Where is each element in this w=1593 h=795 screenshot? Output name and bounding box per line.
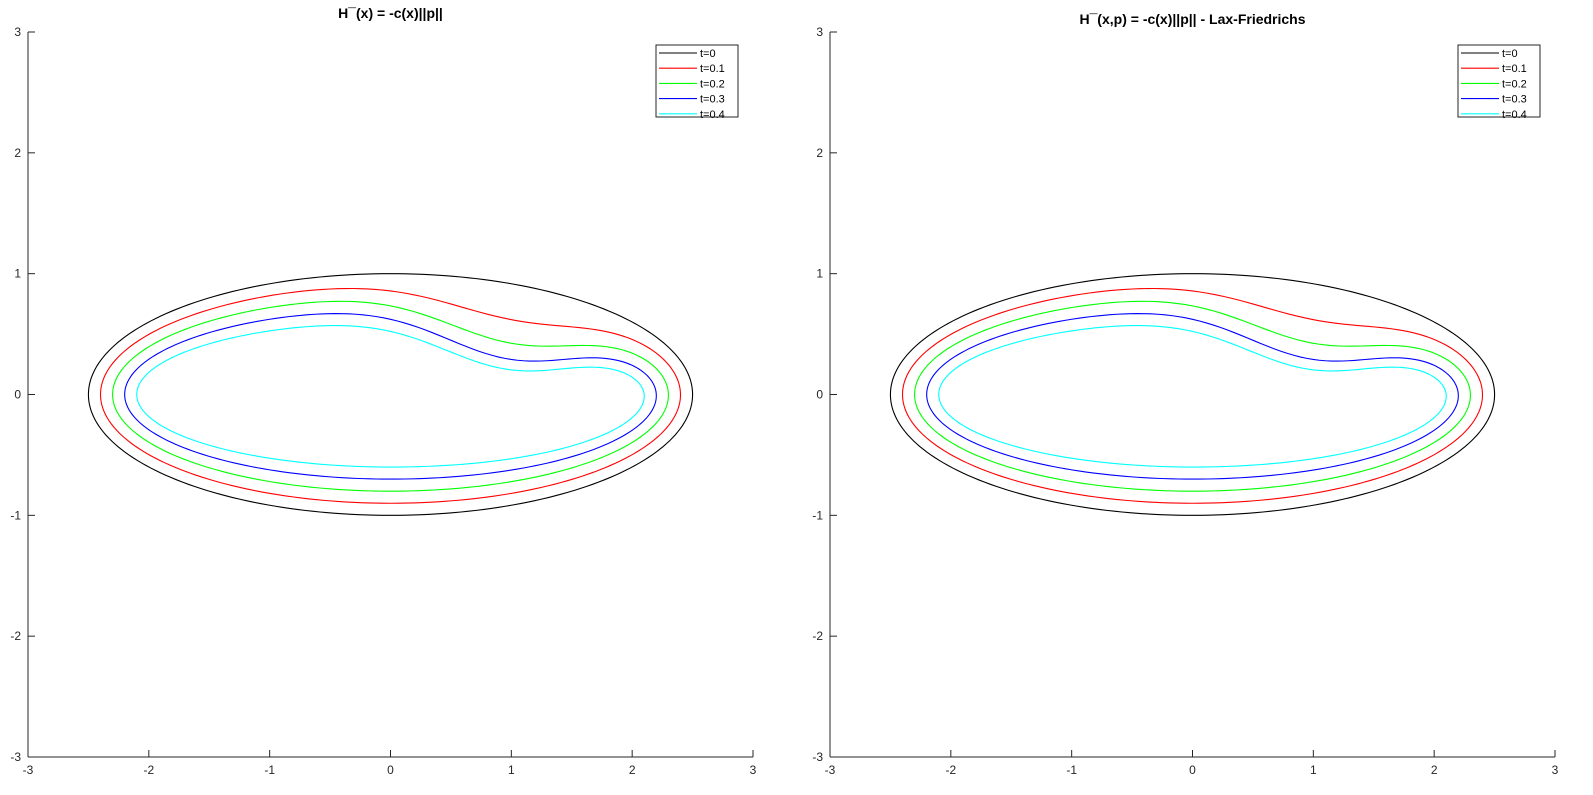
y-tick-label: -3 <box>812 750 823 764</box>
legend-entry: t=0 <box>1502 48 1518 60</box>
x-tick-label: -1 <box>264 763 275 777</box>
y-tick-label: 3 <box>14 25 21 39</box>
chart-panel-1: -3 -2 -1 0 1 2 3 -3 -2 -1 0 1 2 3 H¯(x) = -c(x)||p|| t=… <box>10 5 756 777</box>
y-tick-label: 0 <box>14 388 21 402</box>
x-tick-label: 2 <box>1431 763 1438 777</box>
legend-box <box>655 44 739 118</box>
legend-box <box>1457 44 1541 118</box>
y-tick-label: 0 <box>816 388 823 402</box>
y-tick-label: -1 <box>10 508 21 522</box>
legend: t=0 t=0.1 t=0.2 t=0.3 t=0.4 <box>655 44 739 121</box>
series-line-t-0-3 <box>124 313 657 480</box>
series-line-t-0 <box>889 273 1496 516</box>
x-tick-label: 1 <box>508 763 515 777</box>
legend: t=0 t=0.1 t=0.2 t=0.3 t=0.4 <box>1457 44 1541 121</box>
x-tick-label: -3 <box>825 763 836 777</box>
series-line-t-0-3 <box>926 313 1459 480</box>
y-tick-label: -2 <box>10 629 21 643</box>
series-line-t-0-2 <box>112 300 669 492</box>
chart-panel-2: -3 -2 -1 0 1 2 3 -3 -2 -1 0 1 2 3 H¯(x,p) = -c(x)||p||… <box>812 11 1558 777</box>
legend-entry: t=0.1 <box>1502 63 1527 75</box>
legend-entry: t=0.4 <box>700 109 725 121</box>
legend-entry: t=0.2 <box>1502 78 1527 90</box>
y-tick-label: -2 <box>812 629 823 643</box>
x-tick-label: -1 <box>1066 763 1077 777</box>
y-tick-label: 3 <box>816 25 823 39</box>
y-tick-label: -1 <box>812 508 823 522</box>
series-line-t-0-2 <box>914 300 1471 492</box>
x-tick-label: -2 <box>143 763 154 777</box>
series-line-t-0-1 <box>99 287 682 504</box>
legend-entry: t=0 <box>700 48 716 60</box>
y-tick-label: 2 <box>816 146 823 160</box>
legend-entry: t=0.1 <box>700 63 725 75</box>
legend-entry: t=0.3 <box>700 94 725 106</box>
series-line-t-0 <box>87 273 694 516</box>
x-tick-label: -2 <box>945 763 956 777</box>
y-tick-label: 1 <box>14 267 21 281</box>
x-tick-label: 0 <box>1189 763 1196 777</box>
x-tick-label: 3 <box>750 763 757 777</box>
x-tick-label: 3 <box>1552 763 1559 777</box>
y-tick-label: 2 <box>14 146 21 160</box>
legend-entry: t=0.4 <box>1502 109 1527 121</box>
chart-title: H¯(x) = -c(x)||p|| <box>338 5 443 21</box>
series-line-t-0-1 <box>901 287 1484 504</box>
y-tick-label: -3 <box>10 750 21 764</box>
legend-entry: t=0.3 <box>1502 94 1527 106</box>
series-line-t-0-4 <box>938 325 1447 468</box>
x-tick-label: -3 <box>23 763 34 777</box>
chart-title: H¯(x,p) = -c(x)||p|| - Lax-Friedrichs <box>1079 11 1305 27</box>
x-tick-label: 1 <box>1310 763 1317 777</box>
x-tick-label: 0 <box>387 763 394 777</box>
legend-entry: t=0.2 <box>700 78 725 90</box>
y-tick-label: 1 <box>816 267 823 281</box>
x-tick-label: 2 <box>629 763 636 777</box>
series-line-t-0-4 <box>136 325 645 468</box>
